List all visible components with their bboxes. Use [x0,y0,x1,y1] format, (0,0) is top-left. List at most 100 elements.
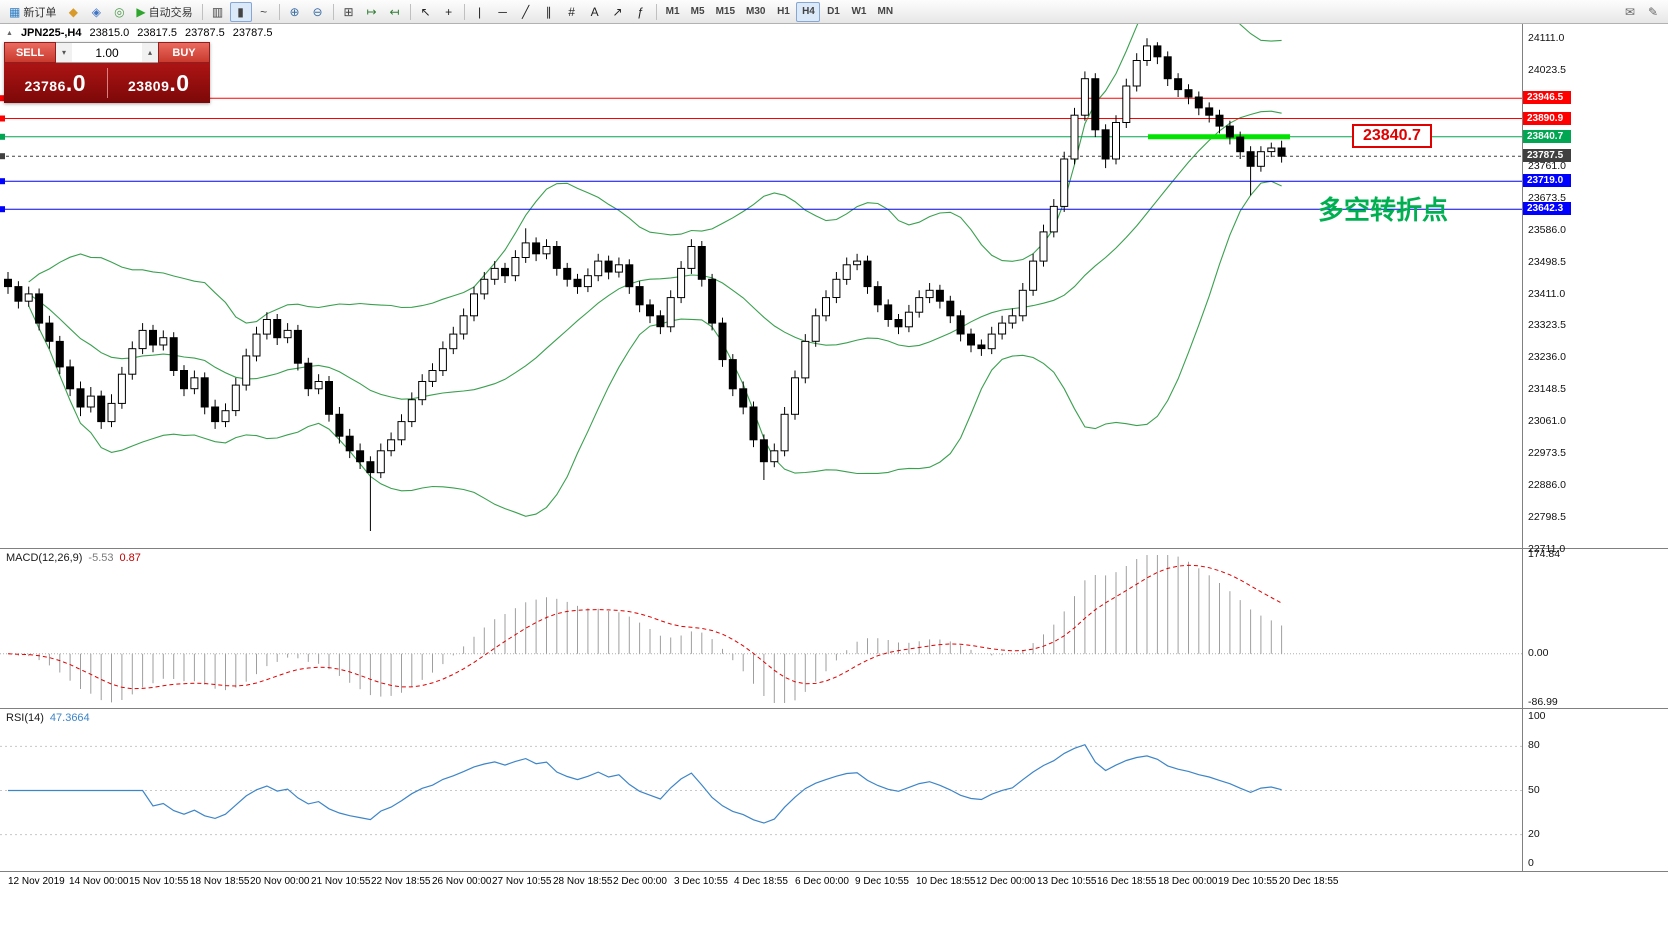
candle-down [356,450,365,463]
tf-w1-button-label: W1 [851,6,867,17]
tf-h4-button[interactable]: H4 [796,1,821,22]
autotrading-button[interactable]: ▶ 自动交易 [131,2,197,22]
new-order-button[interactable]: ▦ 新订单 [4,2,61,22]
rsi-chart [0,743,1522,836]
sell-price-frac: .0 [65,69,87,96]
fibonacci-button[interactable]: # [561,2,583,22]
zoom-in-button[interactable]: ⊕ [284,2,306,22]
price-callout-label[interactable]: 23840.7 [1352,124,1432,148]
volume-input[interactable] [72,43,142,62]
candle-up [138,329,147,350]
price-tick-22973.5: 22973.5 [1528,447,1566,459]
candle-up [1029,260,1038,291]
volume-up-button[interactable]: ▴ [142,43,158,62]
crosshair-button[interactable]: + [438,2,460,22]
vertical-line-button[interactable]: | [469,2,491,22]
candle-up [853,260,862,266]
candlestick-chart-button[interactable]: ▮ [229,1,252,22]
candle-down [335,413,344,437]
candle-up [594,260,603,277]
candle-up [107,402,116,423]
line-chart-button[interactable]: ~ [253,2,275,22]
candle-up [314,381,323,390]
auto-scroll-button[interactable]: ↦ [361,2,383,22]
volume-control: ▾ ▴ [56,42,158,63]
tf-h1-button-label: H1 [777,6,790,17]
strategy-icon-button[interactable]: ◆ [62,2,84,22]
tf-m1-button-label: M1 [665,6,680,17]
alerts-button[interactable]: ✉ [1619,2,1641,22]
tf-mn-button[interactable]: MN [872,2,898,22]
tf-m30-button[interactable]: M30 [741,2,770,22]
community-icon-button[interactable]: ◎ [108,2,130,22]
collapse-arrow-icon[interactable]: ▲ [6,29,13,37]
level-left-marker [0,206,5,213]
candle-down [656,315,665,328]
tf-d1-button-label: D1 [827,6,840,17]
text-button[interactable]: A [584,2,606,22]
candle-down [1225,125,1234,138]
tf-m1-button[interactable]: M1 [661,2,685,22]
zoom-out-button[interactable]: ⊖ [307,2,329,22]
candle-up [842,264,851,280]
bollinger-upper-band [28,24,1282,324]
bollinger-middle-band [28,110,1282,400]
tf-m15-button[interactable]: M15 [711,2,740,22]
toolbar: ▦ 新订单 ◆ ◈ ◎ ▶ 自动交易 ▥ ▮ ~ ⊕ ⊖ ⊞ ↦ ↤ ↖ + | ─ ╱ ∥ # A ↗ ƒ M1 M5 M15 M30… [0,0,1668,24]
volume-down-button[interactable]: ▾ [56,43,72,62]
new-order-icon: ▦ [9,4,21,19]
sell-button[interactable]: SELL [4,42,56,63]
candle-up [822,297,830,317]
arrows-button[interactable]: ↗ [607,2,629,22]
candle-up [904,311,913,328]
candle-up [915,297,924,313]
candle-up [159,337,168,346]
indicators-icon: ƒ [637,4,644,19]
candle-down [1205,107,1214,116]
chart-shift-button[interactable]: ↤ [384,2,406,22]
candle-up [521,242,530,258]
candle-up [480,278,489,295]
candle-up [801,340,810,379]
price-tick-23498.5: 23498.5 [1528,256,1566,268]
edit-button[interactable]: ✎ [1642,2,1664,22]
buy-price[interactable]: 23809.0 [108,70,211,97]
tf-w1-button[interactable]: W1 [846,2,871,22]
crosshair-icon: + [445,4,453,19]
candle-down [325,381,333,415]
candle-down [967,333,975,346]
tf-h4-button-label: H4 [802,6,815,17]
candle-up [376,450,385,474]
tf-h1-button[interactable]: H1 [771,2,795,22]
symbol-info: ▲ JPN225-,H4 23815.0 23817.5 23787.5 237… [6,27,273,39]
candle-up [1060,158,1069,207]
tile-windows-button[interactable]: ⊞ [338,2,360,22]
bar-chart-button[interactable]: ▥ [207,2,229,22]
autotrading-button-label: 自动交易 [148,6,193,19]
candle-down [894,319,903,328]
cursor-button[interactable]: ↖ [415,2,437,22]
price-chart-panel: ▲ JPN225-,H4 23815.0 23817.5 23787.5 237… [0,24,1522,548]
profile-icon-button[interactable]: ◈ [85,2,107,22]
tf-m5-button[interactable]: M5 [686,2,710,22]
candle-down [273,319,282,339]
buy-button[interactable]: BUY [158,42,210,63]
time-label: 14 Nov 00:00 [69,876,129,887]
rsi-tick-80: 80 [1528,739,1540,751]
time-label: 4 Dec 18:55 [734,876,788,887]
fibonacci-icon: # [568,4,575,19]
annotation-text[interactable]: 多空转折点 [1318,195,1449,225]
sell-price[interactable]: 23786.0 [4,70,107,97]
candle-up [1018,289,1027,317]
indicators-button[interactable]: ƒ [630,2,652,22]
horizontal-line-button[interactable]: ─ [492,2,514,22]
price-tick-23148.5: 23148.5 [1528,383,1566,395]
trendline-button[interactable]: ╱ [515,2,537,22]
price-tick-24023.5: 24023.5 [1528,64,1566,76]
toolbar-separator [655,3,657,20]
tf-d1-button[interactable]: D1 [821,2,845,22]
toolbar-separator [332,3,334,20]
axis-panel-separator [1523,548,1668,549]
candle-down [935,289,944,302]
channel-button[interactable]: ∥ [538,2,560,22]
